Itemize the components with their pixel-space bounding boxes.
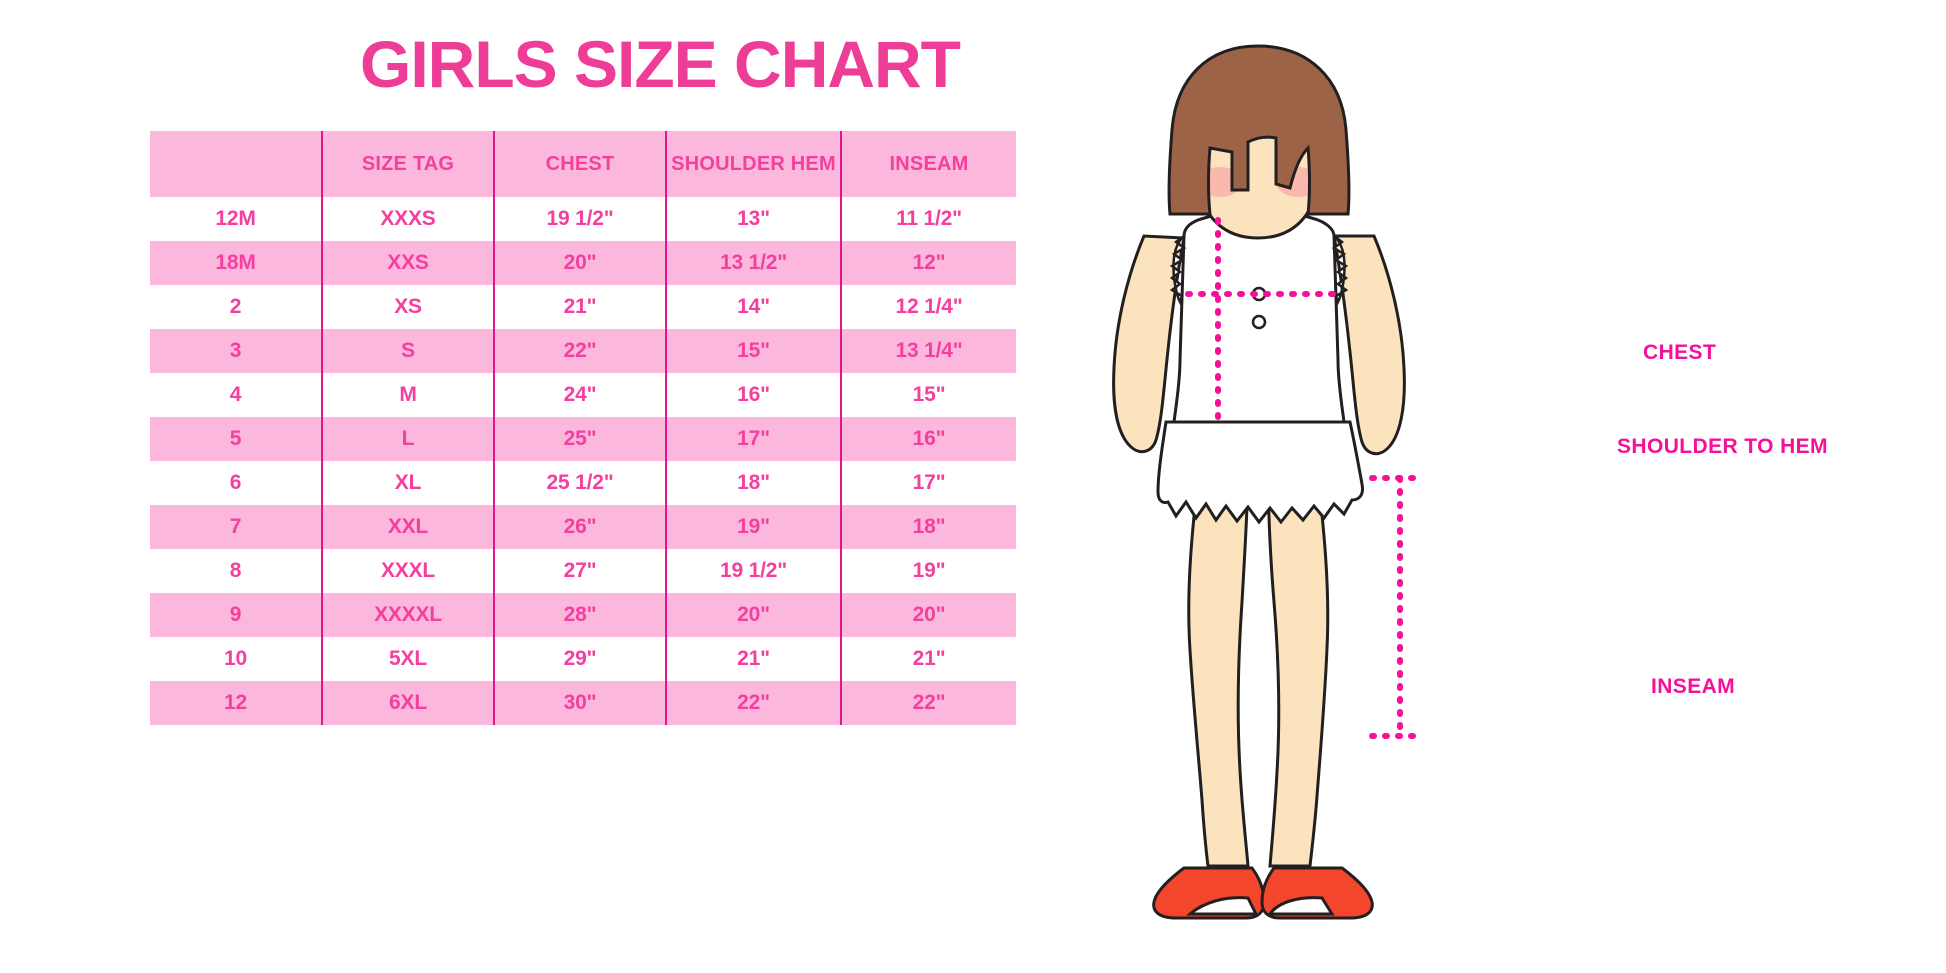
cell-shoulder-hem: 19"	[665, 505, 841, 549]
cell-size-tag: XXS	[321, 241, 494, 285]
cell-chest: 22"	[493, 329, 666, 373]
label-inseam: INSEAM	[1651, 675, 1736, 698]
cell-size: 7	[150, 505, 322, 549]
cell-size: 12	[150, 681, 322, 725]
cell-inseam: 12"	[840, 241, 1016, 285]
cell-size: 12M	[150, 197, 322, 241]
cell-chest: 19 1/2"	[493, 197, 666, 241]
page-title: GIRLS SIZE CHART	[359, 27, 961, 101]
cell-shoulder-hem: 14"	[665, 285, 841, 329]
cell-inseam: 16"	[840, 417, 1016, 461]
cell-inseam: 12 1/4"	[840, 285, 1016, 329]
cell-chest: 29"	[493, 637, 666, 681]
cell-shoulder-hem: 13 1/2"	[665, 241, 841, 285]
legs-icon	[1187, 458, 1330, 868]
cell-size-tag: XXL	[321, 505, 494, 549]
column-header-shoulder-hem: SHOULDER HEM	[665, 131, 841, 197]
table-row: 3 S 22" 15" 13 1/4"	[150, 329, 1016, 373]
cell-size: 3	[150, 329, 322, 373]
top-garment-icon	[1169, 210, 1349, 424]
table-row: 12 6XL 30" 22" 22"	[150, 681, 1016, 725]
cell-size: 9	[150, 593, 322, 637]
table-header: SIZE TAG CHEST SHOULDER HEM INSEAM	[150, 131, 1016, 197]
measurement-guides	[1185, 217, 1427, 739]
table-row: 5 L 25" 17" 16"	[150, 417, 1016, 461]
table-row: 18M XXS 20" 13 1/2" 12"	[150, 241, 1016, 285]
cell-size-tag: 6XL	[321, 681, 494, 725]
label-shoulder-to-hem: SHOULDER TO HEM	[1617, 435, 1828, 458]
size-chart-table-container: SIZE TAG CHEST SHOULDER HEM INSEAM 12M X…	[150, 131, 1016, 725]
cell-shoulder-hem: 13"	[665, 197, 841, 241]
cell-size-tag: XXXL	[321, 549, 494, 593]
cell-shoulder-hem: 15"	[665, 329, 841, 373]
cell-size-tag: XXXXL	[321, 593, 494, 637]
cell-size: 2	[150, 285, 322, 329]
cell-inseam: 17"	[840, 461, 1016, 505]
cell-size-tag: S	[321, 329, 494, 373]
table-row: 9 XXXXL 28" 20" 20"	[150, 593, 1016, 637]
cell-shoulder-hem: 19 1/2"	[665, 549, 841, 593]
cell-chest: 24"	[493, 373, 666, 417]
hair-icon	[1167, 44, 1351, 216]
cell-size-tag: 5XL	[321, 637, 494, 681]
head-icon	[1167, 44, 1351, 240]
arms-icon	[1112, 234, 1406, 456]
cell-inseam: 18"	[840, 505, 1016, 549]
cell-size: 4	[150, 373, 322, 417]
column-header-size-tag: SIZE TAG	[321, 131, 494, 197]
cell-chest: 26"	[493, 505, 666, 549]
table-row: 4 M 24" 16" 15"	[150, 373, 1016, 417]
cell-inseam: 22"	[840, 681, 1016, 725]
cell-shoulder-hem: 16"	[665, 373, 841, 417]
cell-inseam: 20"	[840, 593, 1016, 637]
cell-shoulder-hem: 21"	[665, 637, 841, 681]
table-row: 2 XS 21" 14" 12 1/4"	[150, 285, 1016, 329]
cell-shoulder-hem: 20"	[665, 593, 841, 637]
table-row: 10 5XL 29" 21" 21"	[150, 637, 1016, 681]
column-header-inseam: INSEAM	[840, 131, 1016, 197]
skirt-icon	[1156, 420, 1364, 525]
cell-size-tag: XXXS	[321, 197, 494, 241]
cell-inseam: 11 1/2"	[840, 197, 1016, 241]
cell-size: 8	[150, 549, 322, 593]
cell-size-tag: XS	[321, 285, 494, 329]
table-row: 6 XL 25 1/2" 18" 17"	[150, 461, 1016, 505]
cell-shoulder-hem: 18"	[665, 461, 841, 505]
cell-size-tag: M	[321, 373, 494, 417]
shoes-icon	[1152, 866, 1374, 920]
cell-inseam: 19"	[840, 549, 1016, 593]
cell-chest: 25 1/2"	[493, 461, 666, 505]
cell-size: 6	[150, 461, 322, 505]
girl-figure-illustration	[1080, 30, 1640, 930]
cell-shoulder-hem: 22"	[665, 681, 841, 725]
table-row: 12M XXXS 19 1/2" 13" 11 1/2"	[150, 197, 1016, 241]
cell-size-tag: XL	[321, 461, 494, 505]
cell-chest: 28"	[493, 593, 666, 637]
cell-size: 18M	[150, 241, 322, 285]
cell-chest: 25"	[493, 417, 666, 461]
table-body: 12M XXXS 19 1/2" 13" 11 1/2" 18M XXS 20"…	[150, 197, 1016, 725]
cell-size-tag: L	[321, 417, 494, 461]
cell-chest: 21"	[493, 285, 666, 329]
cell-inseam: 21"	[840, 637, 1016, 681]
column-header-size	[150, 131, 322, 197]
table-row: 7 XXL 26" 19" 18"	[150, 505, 1016, 549]
cell-chest: 27"	[493, 549, 666, 593]
cell-inseam: 15"	[840, 373, 1016, 417]
label-chest: CHEST	[1643, 341, 1717, 364]
button-icon	[1251, 314, 1267, 330]
cell-chest: 20"	[493, 241, 666, 285]
size-chart-table: SIZE TAG CHEST SHOULDER HEM INSEAM 12M X…	[150, 131, 1016, 725]
cell-size: 5	[150, 417, 322, 461]
cell-shoulder-hem: 17"	[665, 417, 841, 461]
table-row: 8 XXXL 27" 19 1/2" 19"	[150, 549, 1016, 593]
table-header-row: SIZE TAG CHEST SHOULDER HEM INSEAM	[150, 131, 1016, 197]
cell-chest: 30"	[493, 681, 666, 725]
cell-inseam: 13 1/4"	[840, 329, 1016, 373]
column-header-chest: CHEST	[493, 131, 666, 197]
cell-size: 10	[150, 637, 322, 681]
